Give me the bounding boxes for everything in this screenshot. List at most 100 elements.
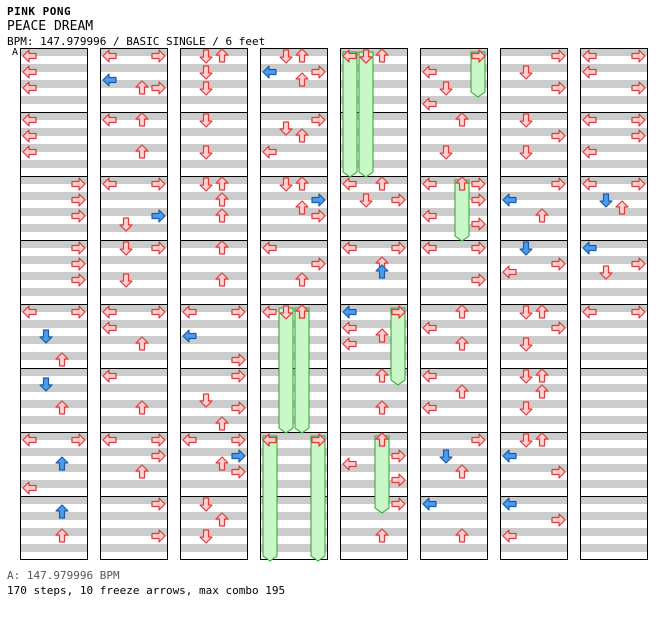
beat-stripe: [20, 352, 88, 360]
up-arrow-icon: [215, 208, 229, 223]
chart-column: [580, 48, 648, 560]
up-arrow-icon: [375, 432, 389, 447]
right-arrow-icon: [71, 209, 86, 223]
beat-stripe: [260, 208, 328, 216]
left-arrow-icon: [22, 305, 37, 319]
beat-stripe: [100, 496, 168, 504]
beat-stripe: [100, 160, 168, 168]
left-arrow-icon: [342, 305, 357, 319]
right-arrow-icon: [391, 305, 406, 319]
right-arrow-icon: [151, 177, 166, 191]
beat-stripe: [420, 112, 488, 120]
beat-stripe: [500, 240, 568, 248]
beat-stripe: [180, 144, 248, 152]
left-arrow-icon: [502, 529, 517, 543]
beat-stripe: [580, 144, 648, 152]
beat-stripe: [500, 112, 568, 120]
beat-stripe: [580, 80, 648, 88]
beat-stripe: [500, 464, 568, 472]
beat-stripe: [340, 80, 408, 88]
freeze-arrow-body: [390, 307, 406, 386]
beat-stripe: [340, 480, 408, 488]
up-arrow-icon: [375, 176, 389, 191]
up-arrow-icon: [135, 80, 149, 95]
left-arrow-icon: [102, 73, 117, 87]
beat-stripe: [20, 464, 88, 472]
beat-stripe: [100, 448, 168, 456]
beat-stripe: [580, 480, 648, 488]
up-arrow-icon: [375, 400, 389, 415]
beat-stripe: [20, 128, 88, 136]
up-arrow-icon: [135, 144, 149, 159]
freeze-arrow-head: [342, 49, 357, 63]
right-arrow-icon: [71, 257, 86, 271]
beat-stripe: [420, 144, 488, 152]
beat-stripe: [260, 64, 328, 72]
beat-stripe: [260, 256, 328, 264]
chart-column: [260, 48, 328, 560]
right-arrow-icon: [391, 449, 406, 463]
up-arrow-icon: [295, 176, 309, 191]
beat-stripe: [100, 208, 168, 216]
down-arrow-icon: [519, 337, 533, 352]
left-arrow-icon: [182, 329, 197, 343]
beat-stripe: [260, 80, 328, 88]
right-arrow-icon: [71, 177, 86, 191]
beat-stripe: [500, 64, 568, 72]
beat-stripe: [260, 128, 328, 136]
beat-stripe: [260, 512, 328, 520]
down-arrow-icon: [119, 241, 133, 256]
beat-stripe: [500, 400, 568, 408]
beat-stripe: [340, 112, 408, 120]
right-arrow-icon: [631, 305, 646, 319]
beat-stripe: [420, 272, 488, 280]
beat-stripe: [100, 384, 168, 392]
right-arrow-icon: [151, 209, 166, 223]
down-arrow-icon: [519, 433, 533, 448]
beat-stripe: [420, 352, 488, 360]
left-arrow-icon: [502, 193, 517, 207]
down-arrow-icon: [119, 273, 133, 288]
beat-stripe: [340, 384, 408, 392]
right-arrow-icon: [551, 81, 566, 95]
freeze-arrow-body: [310, 435, 326, 562]
up-arrow-icon: [455, 528, 469, 543]
left-arrow-icon: [582, 113, 597, 127]
beat-stripe: [100, 144, 168, 152]
beat-stripe: [340, 96, 408, 104]
right-arrow-icon: [631, 113, 646, 127]
left-arrow-icon: [182, 305, 197, 319]
down-arrow-icon: [519, 305, 533, 320]
left-arrow-icon: [182, 433, 197, 447]
left-arrow-icon: [502, 449, 517, 463]
beat-stripe: [500, 544, 568, 552]
beat-stripe: [20, 224, 88, 232]
beat-stripe: [180, 112, 248, 120]
beat-stripe: [580, 208, 648, 216]
right-arrow-icon: [551, 49, 566, 63]
beat-stripe: [340, 352, 408, 360]
beat-stripe: [500, 96, 568, 104]
beat-stripe: [20, 96, 88, 104]
up-arrow-icon: [215, 176, 229, 191]
beat-stripe: [180, 432, 248, 440]
right-arrow-icon: [471, 273, 486, 287]
down-arrow-icon: [199, 393, 213, 408]
beat-stripe: [500, 336, 568, 344]
beat-stripe: [500, 208, 568, 216]
beat-stripe: [420, 240, 488, 248]
beat-stripe: [100, 544, 168, 552]
beat-stripe: [580, 368, 648, 376]
up-arrow-icon: [375, 48, 389, 63]
beat-stripe: [260, 432, 328, 440]
beat-stripe: [420, 208, 488, 216]
up-arrow-icon: [215, 192, 229, 207]
beat-stripe: [180, 272, 248, 280]
beat-stripe: [340, 544, 408, 552]
song-artist: PINK PONG: [7, 5, 72, 18]
up-arrow-icon: [535, 304, 549, 319]
beat-stripe: [100, 96, 168, 104]
beat-stripe: [420, 336, 488, 344]
beat-stripe: [420, 368, 488, 376]
beat-stripe: [420, 384, 488, 392]
